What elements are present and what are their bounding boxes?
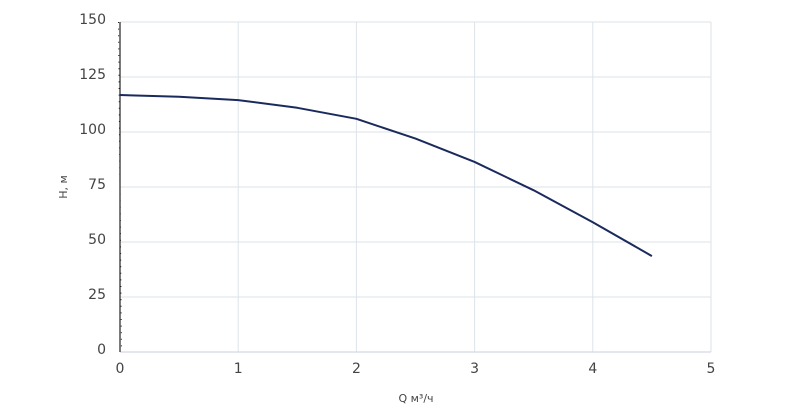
x-tick-label: 1 (234, 361, 243, 377)
y-tick-label: 100 (79, 122, 106, 138)
x-tick-label: 2 (352, 361, 361, 377)
x-tick-label: 5 (707, 361, 716, 377)
y-tick-label: 25 (88, 287, 106, 303)
x-tick-label: 4 (588, 361, 597, 377)
x-tick-label: 3 (470, 361, 479, 377)
y-axis-minor-ticks (118, 21, 122, 353)
y-tick-label: 0 (97, 342, 106, 358)
y-tick-label: 75 (88, 177, 106, 193)
x-tick-label: 0 (116, 361, 125, 377)
curve (119, 94, 653, 257)
y-tick-label: 50 (88, 232, 106, 248)
y-axis-label: H, м (57, 175, 70, 199)
y-tick-label: 150 (79, 12, 106, 28)
x-axis-label: Q м³/ч (398, 392, 433, 405)
y-tick-label: 125 (79, 67, 106, 83)
